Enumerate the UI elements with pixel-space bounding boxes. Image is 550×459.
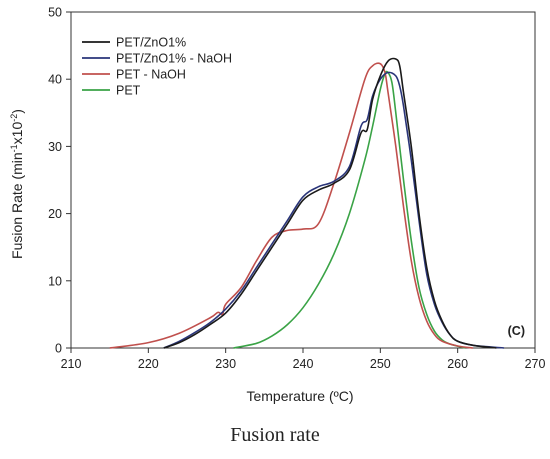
x-tick-label: 260: [447, 357, 468, 371]
axis-ticks: 210 220 230 240 250 260 270 0 10 20 30 40 50: [48, 6, 545, 372]
y-axis-label-sup2: -2: [9, 114, 19, 122]
y-tick-label: 40: [48, 73, 62, 87]
y-tick-label: 0: [55, 342, 62, 356]
series-line-pet: [233, 70, 466, 349]
x-tick-label: 210: [61, 357, 82, 371]
x-tick-label: 250: [370, 357, 391, 371]
x-tick-label: 240: [293, 357, 314, 371]
x-tick-label: 220: [138, 357, 159, 371]
y-tick-label: 50: [48, 6, 62, 20]
x-tick-label: 270: [525, 357, 546, 371]
legend-label-pet-zno1: PET/ZnO1%: [116, 36, 186, 50]
series-line-pet-naoh: [109, 62, 474, 349]
y-axis-label-end: ): [9, 109, 25, 114]
fusion-rate-chart: 210 220 230 240 250 260 270 0 10 20 30 40 50 PET/ZnO…: [9, 6, 545, 405]
y-axis-label-main: Fusion Rate (min: [9, 152, 25, 259]
legend-label-pet-zno1-naoh: PET/ZnO1% - NaOH: [116, 52, 232, 66]
x-axis-label: Temperature (ºC): [246, 388, 353, 404]
y-axis-label-mid: x10: [9, 122, 25, 145]
figure-caption: Fusion rate: [230, 424, 320, 446]
legend-label-pet-naoh: PET - NaOH: [116, 68, 186, 82]
series-line-pet-zno1: [163, 57, 497, 349]
data-series: [109, 57, 505, 349]
x-tick-label: 230: [215, 357, 236, 371]
series-line-pet-zno1-naoh: [163, 71, 505, 349]
y-tick-label: 10: [48, 274, 62, 288]
panel-label: (C): [508, 324, 525, 338]
y-tick-label: 30: [48, 140, 62, 154]
legend-label-pet: PET: [116, 84, 141, 98]
legend: PET/ZnO1% PET/ZnO1% - NaOH PET - NaOH PET: [82, 36, 232, 98]
y-tick-label: 20: [48, 207, 62, 221]
y-axis-label: Fusion Rate (min-1x10-2): [9, 109, 25, 259]
y-axis-label-sup1: -1: [9, 144, 19, 152]
